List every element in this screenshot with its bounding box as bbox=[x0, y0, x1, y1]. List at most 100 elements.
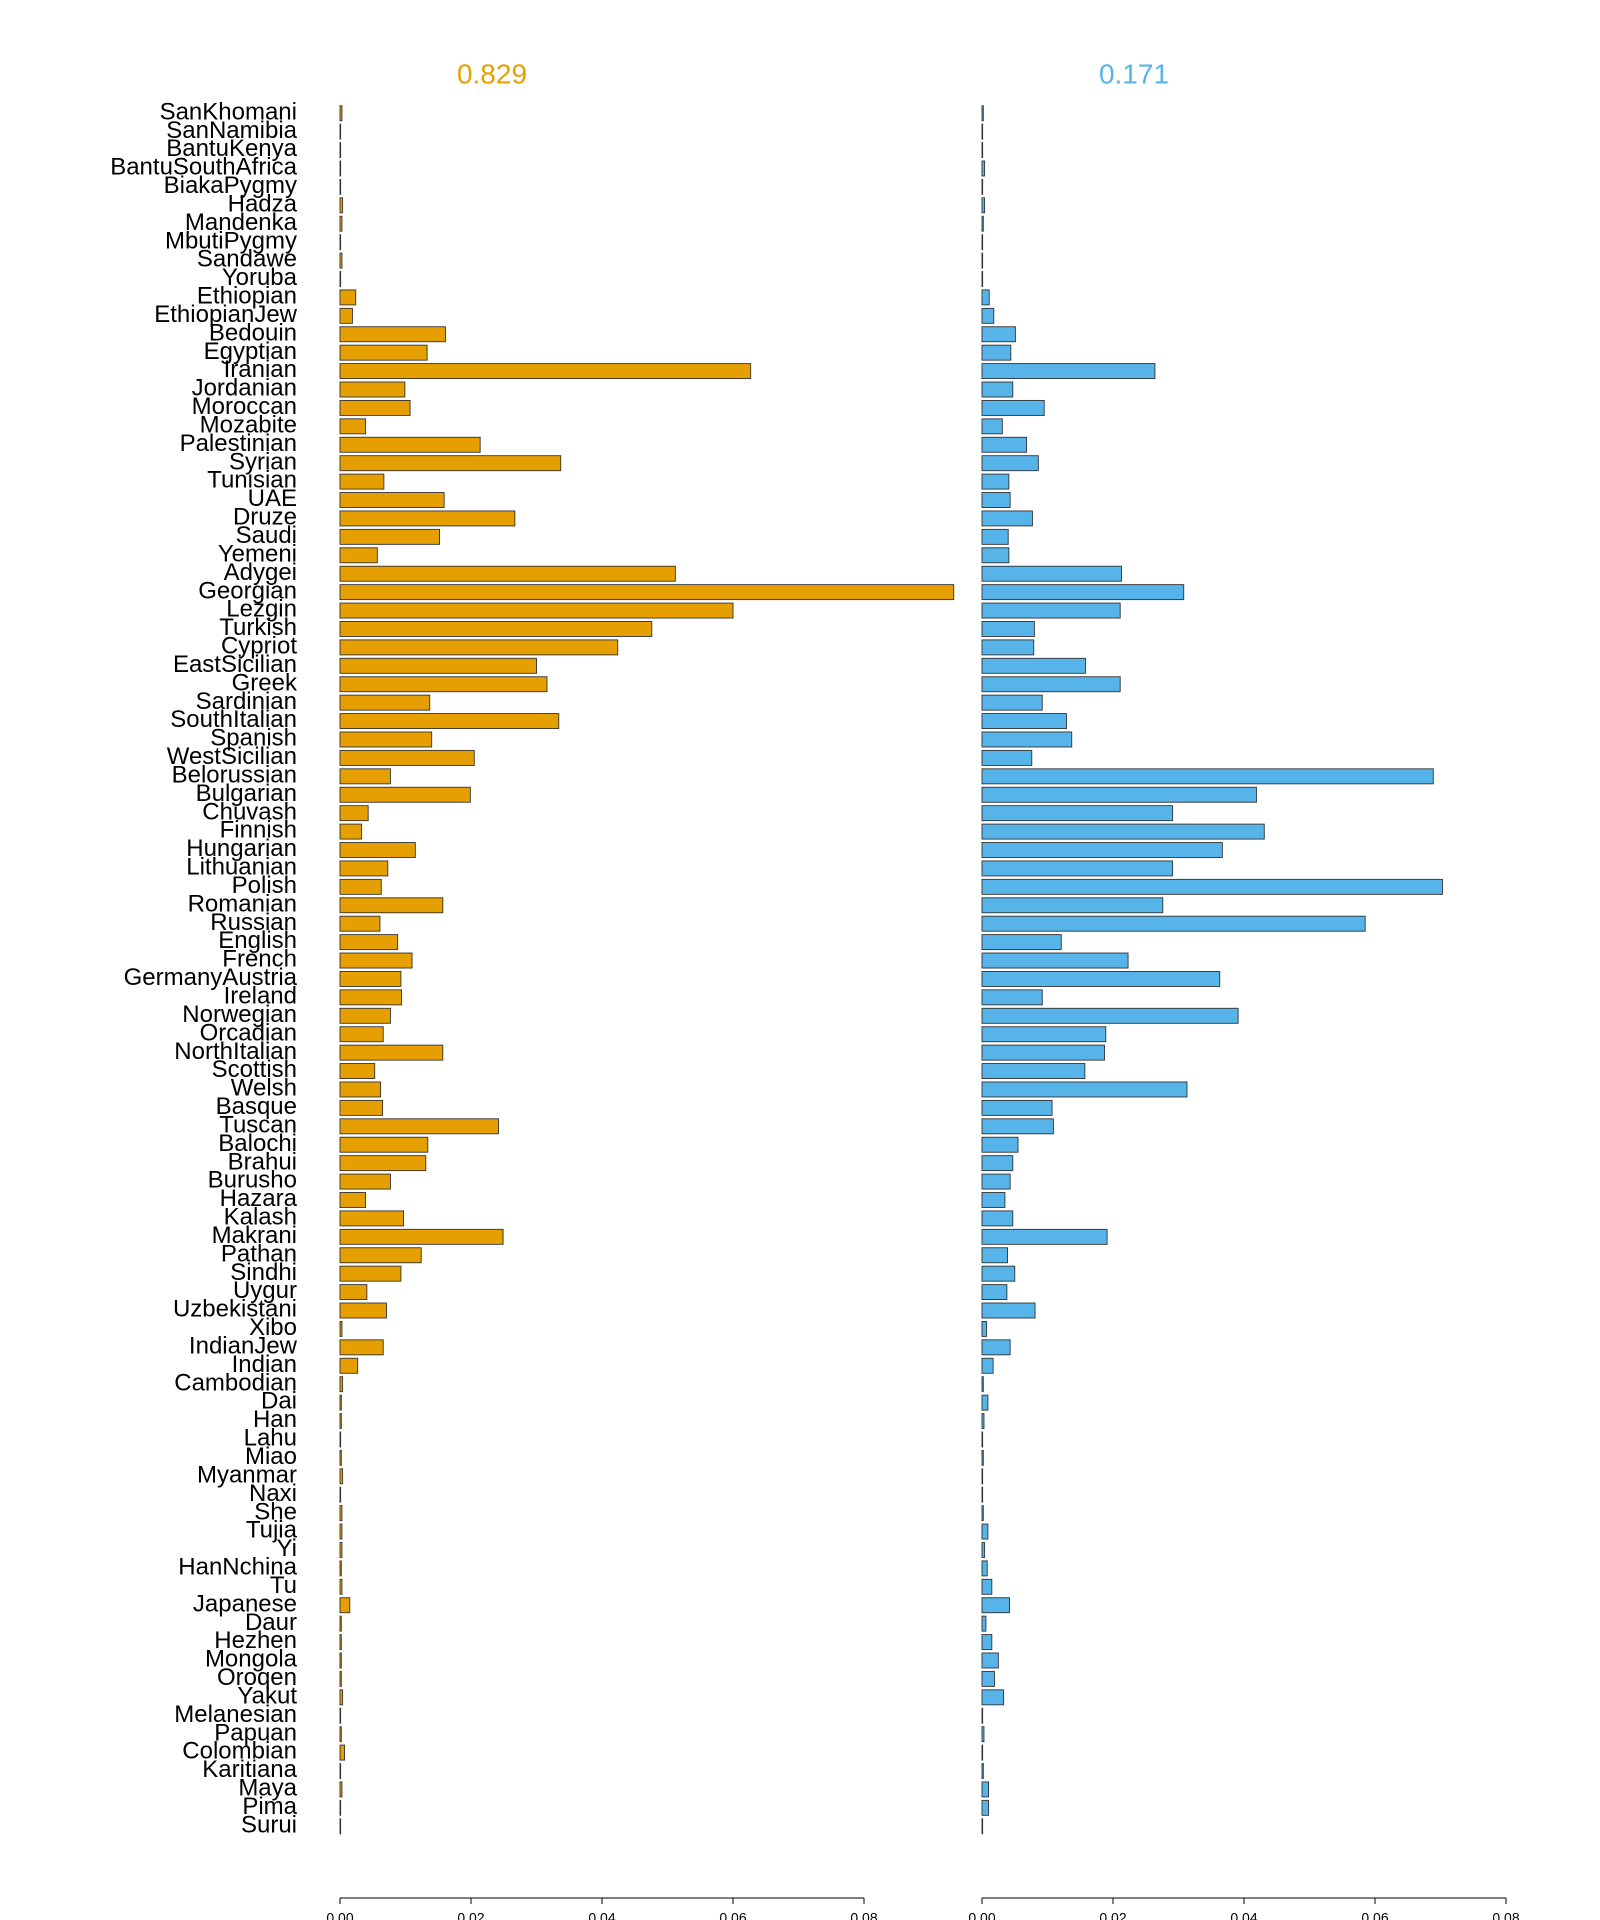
bar-blue-Hungarian bbox=[981, 842, 1223, 858]
bar-blue-Druze bbox=[981, 510, 1033, 527]
population-label: EastSicilian bbox=[173, 651, 297, 678]
population-label: Indian bbox=[232, 1351, 297, 1378]
bar-orange-SanNamibia bbox=[339, 123, 342, 140]
bar-blue-MbutiPygmy bbox=[981, 234, 984, 251]
population-label: Bulgarian bbox=[196, 780, 297, 807]
bar-blue-Tujia bbox=[981, 1523, 989, 1540]
bar-blue-Bulgarian bbox=[981, 786, 1257, 803]
bar-blue-Pima bbox=[981, 1799, 990, 1816]
population-label: Sindhi bbox=[230, 1259, 297, 1286]
population-label: Oroqen bbox=[217, 1664, 297, 1691]
population-label: Miao bbox=[245, 1443, 297, 1470]
bar-orange-Kalash bbox=[339, 1210, 404, 1227]
bar-orange-Uygur bbox=[339, 1284, 368, 1301]
population-label: Greek bbox=[232, 669, 298, 696]
bar-blue-Lahu bbox=[981, 1431, 984, 1448]
population-label: Orcadian bbox=[200, 1019, 297, 1046]
bar-blue-Melanesian bbox=[981, 1707, 984, 1724]
bar-orange-Makrani bbox=[339, 1228, 504, 1245]
bar-orange-Dai bbox=[339, 1394, 342, 1411]
bar-orange-Iranian bbox=[339, 363, 752, 380]
population-label: Palestinian bbox=[180, 430, 297, 457]
bar-blue-Indian bbox=[981, 1357, 994, 1374]
bar-blue-Adygei bbox=[981, 565, 1122, 582]
bar-blue-Russian bbox=[981, 915, 1366, 932]
bar-orange-Georgian bbox=[339, 584, 955, 601]
population-label: UAE bbox=[248, 485, 297, 512]
population-label: Adygei bbox=[224, 559, 297, 586]
population-label: Hazara bbox=[220, 1185, 298, 1212]
bar-blue-SouthItalian bbox=[981, 713, 1067, 730]
bar-blue-Japanese bbox=[981, 1597, 1010, 1614]
bar-blue-Ethiopian bbox=[981, 289, 990, 306]
population-label: Japanese bbox=[193, 1590, 297, 1617]
bar-orange-Greek bbox=[339, 676, 548, 693]
bar-orange-Hazara bbox=[339, 1192, 366, 1208]
population-label: Yi bbox=[277, 1535, 297, 1562]
bar-blue-BantuKenya bbox=[981, 142, 984, 159]
population-label: Yoruba bbox=[222, 264, 298, 291]
population-label: Basque bbox=[216, 1093, 297, 1120]
bar-blue-Welsh bbox=[981, 1081, 1188, 1098]
bar-orange-Sandawe bbox=[339, 252, 343, 269]
population-label: GermanyAustria bbox=[124, 964, 298, 991]
bar-orange-Cambodian bbox=[339, 1376, 344, 1393]
bar-orange-Druze bbox=[339, 510, 516, 527]
population-label: Ethiopian bbox=[197, 283, 297, 310]
population-label: Mongola bbox=[205, 1646, 298, 1673]
population-label: Egyptian bbox=[204, 338, 297, 365]
population-label: Jordanian bbox=[192, 375, 297, 402]
population-label: She bbox=[254, 1498, 297, 1525]
population-label: Yemeni bbox=[218, 540, 297, 567]
bar-orange-Surui bbox=[339, 1818, 342, 1835]
bar-orange-Orcadian bbox=[339, 1026, 384, 1043]
bar-orange-Colombian bbox=[339, 1744, 346, 1761]
bar-blue-Dai bbox=[981, 1394, 989, 1411]
bar-orange-Romanian bbox=[339, 897, 444, 914]
population-label: Uzbekistani bbox=[173, 1296, 297, 1323]
panel-title-orange: 0.829 bbox=[457, 58, 527, 89]
bar-orange-Balochi bbox=[339, 1136, 429, 1153]
bar-blue-Belorussian bbox=[981, 768, 1434, 785]
bar-orange-Tu bbox=[339, 1578, 343, 1595]
bar-blue-Jordanian bbox=[981, 381, 1014, 398]
population-label: Dai bbox=[261, 1388, 297, 1415]
bar-orange-Syrian bbox=[339, 455, 562, 472]
panel-title-blue: 0.171 bbox=[1099, 58, 1169, 89]
bar-orange-Oroqen bbox=[339, 1670, 342, 1687]
bar-orange-French bbox=[339, 952, 413, 969]
population-label: Naxi bbox=[249, 1480, 297, 1507]
population-label: SanKhomani bbox=[160, 98, 297, 125]
bar-blue-Miao bbox=[981, 1449, 984, 1466]
bar-blue-UAE bbox=[981, 492, 1011, 508]
population-label: Spanish bbox=[210, 725, 297, 752]
x-tick-label-orange: 0.06 bbox=[719, 1909, 746, 1920]
population-label: Pathan bbox=[221, 1240, 297, 1267]
bar-blue-HanNchina bbox=[981, 1560, 988, 1577]
bar-orange-Saudi bbox=[339, 528, 441, 545]
population-label: SouthItalian bbox=[170, 706, 297, 733]
x-tick-label-blue: 0.04 bbox=[1230, 1909, 1257, 1920]
bar-blue-Egyptian bbox=[981, 344, 1012, 361]
bar-blue-Orcadian bbox=[981, 1026, 1107, 1043]
bar-orange-GermanyAustria bbox=[339, 971, 402, 987]
bar-orange-Hadza bbox=[339, 197, 344, 214]
bar-orange-BantuSouthAfrica bbox=[339, 160, 342, 177]
bar-orange-WestSicilian bbox=[339, 749, 475, 766]
bar-blue-Tunisian bbox=[981, 473, 1010, 490]
bar-orange-Mozabite bbox=[339, 418, 366, 435]
bar-blue-Spanish bbox=[981, 731, 1073, 748]
population-label: Tujia bbox=[246, 1517, 298, 1544]
population-label: BiakaPygmy bbox=[164, 172, 297, 199]
bar-orange-IndianJew bbox=[339, 1339, 384, 1356]
bar-blue-Makrani bbox=[981, 1228, 1108, 1245]
population-label: BantuSouthAfrica bbox=[110, 154, 297, 181]
bar-orange-EastSicilian bbox=[339, 657, 537, 674]
bar-blue-Scottish bbox=[981, 1063, 1086, 1080]
bar-orange-Chuvash bbox=[339, 805, 369, 822]
bar-blue-Moroccan bbox=[981, 399, 1045, 416]
bar-blue-Yi bbox=[981, 1542, 986, 1558]
bar-blue-Papuan bbox=[981, 1726, 985, 1743]
population-label: Iranian bbox=[224, 356, 297, 383]
bar-orange-BiakaPygmy bbox=[339, 178, 342, 195]
